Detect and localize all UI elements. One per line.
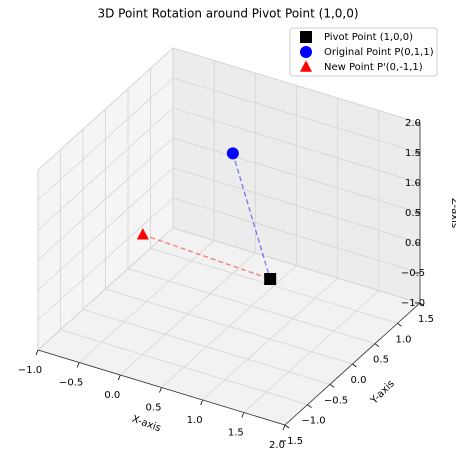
legend-marker (300, 31, 312, 43)
grid-line (127, 268, 376, 345)
x-tick-label: −0.5 (59, 378, 83, 389)
y-tick-label: −0.5 (324, 395, 348, 406)
grid-line (172, 107, 421, 184)
z-tick-label: 1.0 (405, 178, 421, 189)
z-tick-label: 1.5 (405, 148, 421, 159)
x-tick-label: 0.5 (146, 403, 162, 414)
tick-mark (76, 362, 80, 368)
chart-title: 3D Point Rotation around Pivot Point (1,… (97, 7, 358, 21)
legend-label: Original Point P(0,1,1) (324, 47, 434, 58)
grid-line (172, 197, 421, 274)
tick-mark (159, 387, 162, 393)
connector (232, 153, 271, 280)
grid-line (60, 329, 308, 406)
tick-mark (282, 424, 286, 431)
x-tick-label: 1.5 (228, 428, 244, 439)
x-axis-line (37, 349, 286, 426)
y-tick-label: 0.0 (351, 375, 367, 386)
tick-mark (329, 384, 335, 388)
grid-line (37, 47, 174, 171)
x-axis-label: X-axis (130, 414, 162, 435)
legend-label: Pivot Point (1,0,0) (324, 32, 413, 43)
z-tick-label: −0.5 (401, 268, 425, 279)
grid-line (105, 288, 353, 365)
grid-line (37, 227, 174, 351)
tick-mark (419, 302, 425, 307)
grid-line (172, 77, 421, 154)
connector (142, 234, 271, 280)
y-tick-label: 1.0 (396, 334, 412, 345)
grid-line (37, 137, 174, 261)
grid-line (172, 167, 421, 244)
y-axis-label: Y-axis (368, 378, 397, 407)
grid-line (37, 197, 174, 321)
legend-marker (300, 46, 312, 58)
point (136, 228, 149, 240)
tick-mark (117, 374, 121, 381)
tick-mark (307, 404, 312, 408)
point (226, 147, 239, 160)
grid-line (82, 308, 331, 385)
grid-line (37, 77, 174, 201)
z-axis-label: Z-axis (449, 198, 456, 228)
grid-line (172, 227, 421, 304)
grid-line (37, 167, 174, 291)
grid-line (172, 47, 421, 124)
x-tick-label: 2.0 (269, 440, 285, 451)
z-tick-label: −1.0 (401, 298, 425, 309)
x-tick-label: −1.0 (18, 365, 42, 376)
y-axis-line (284, 302, 421, 426)
y-tick-label: −1.5 (279, 436, 303, 447)
legend-marker (300, 60, 312, 72)
tick-mark (35, 349, 39, 356)
y-tick-label: 1.5 (418, 314, 434, 325)
x-tick-label: 1.0 (187, 415, 203, 426)
y-tick-label: −1.0 (301, 416, 325, 427)
legend-label: New Point P'(0,-1,1) (324, 62, 423, 73)
grid-line (172, 137, 421, 214)
tick-mark (284, 424, 290, 429)
z-tick-label: 0.0 (405, 238, 421, 249)
x-tick-label: 0.0 (104, 390, 120, 401)
grid-line (37, 107, 174, 231)
tick-mark (200, 399, 204, 406)
tick-mark (374, 343, 380, 347)
z-tick-label: 0.5 (405, 208, 421, 219)
grid-line (150, 247, 398, 324)
point (264, 273, 277, 285)
legend-box (289, 27, 438, 77)
tick-mark (352, 363, 357, 368)
y-tick-label: 0.5 (373, 355, 389, 366)
z-tick-label: 2.0 (405, 118, 421, 129)
tick-mark (397, 323, 402, 327)
tick-mark (241, 412, 245, 418)
